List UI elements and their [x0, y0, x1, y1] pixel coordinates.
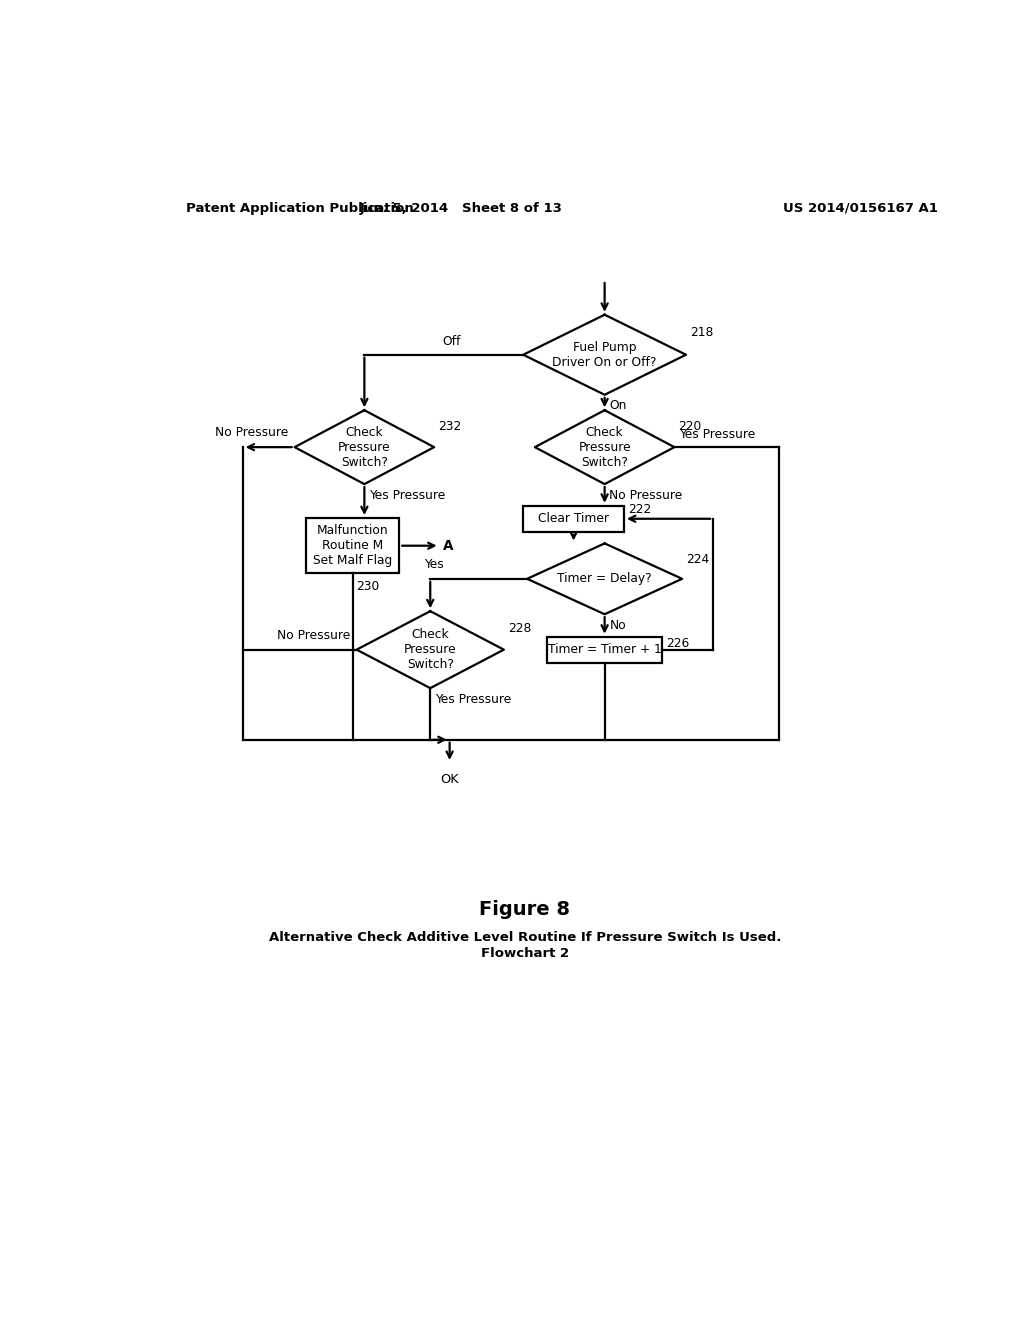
- Text: 232: 232: [438, 420, 461, 433]
- Text: 230: 230: [356, 579, 379, 593]
- Text: 224: 224: [686, 553, 710, 566]
- Text: No Pressure: No Pressure: [215, 426, 289, 440]
- Text: Malfunction
Routine M
Set Malf Flag: Malfunction Routine M Set Malf Flag: [313, 524, 392, 568]
- Text: US 2014/0156167 A1: US 2014/0156167 A1: [783, 202, 938, 215]
- Text: No Pressure: No Pressure: [278, 628, 350, 642]
- Text: No: No: [609, 619, 626, 632]
- Text: 228: 228: [508, 622, 531, 635]
- Text: Clear Timer: Clear Timer: [539, 512, 609, 525]
- Text: On: On: [609, 400, 627, 412]
- Text: Timer = Delay?: Timer = Delay?: [557, 573, 652, 585]
- Text: Yes: Yes: [424, 558, 444, 572]
- Text: Figure 8: Figure 8: [479, 900, 570, 919]
- Text: Yes Pressure: Yes Pressure: [369, 488, 445, 502]
- Text: 222: 222: [628, 503, 651, 516]
- Bar: [547, 636, 662, 663]
- Text: OK: OK: [440, 774, 459, 785]
- Text: Yes Pressure: Yes Pressure: [679, 428, 756, 441]
- Text: Off: Off: [442, 335, 461, 348]
- Text: A: A: [443, 539, 454, 553]
- Text: No Pressure: No Pressure: [609, 488, 683, 502]
- Text: Check
Pressure
Switch?: Check Pressure Switch?: [403, 628, 457, 671]
- Text: Check
Pressure
Switch?: Check Pressure Switch?: [579, 425, 631, 469]
- Text: Patent Application Publication: Patent Application Publication: [186, 202, 414, 215]
- Text: Alternative Check Additive Level Routine If Pressure Switch Is Used.: Alternative Check Additive Level Routine…: [268, 931, 781, 944]
- Text: 218: 218: [690, 326, 714, 339]
- Text: 226: 226: [666, 636, 689, 649]
- Text: Yes Pressure: Yes Pressure: [435, 693, 511, 706]
- Text: 220: 220: [678, 420, 701, 433]
- Text: Timer = Timer + 1: Timer = Timer + 1: [548, 643, 662, 656]
- Text: Fuel Pump
Driver On or Off?: Fuel Pump Driver On or Off?: [552, 341, 656, 368]
- Text: Jun. 5, 2014   Sheet 8 of 13: Jun. 5, 2014 Sheet 8 of 13: [359, 202, 562, 215]
- Bar: [306, 517, 399, 573]
- Text: Check
Pressure
Switch?: Check Pressure Switch?: [338, 425, 391, 469]
- Text: Flowchart 2: Flowchart 2: [480, 948, 569, 961]
- Bar: [523, 506, 624, 532]
